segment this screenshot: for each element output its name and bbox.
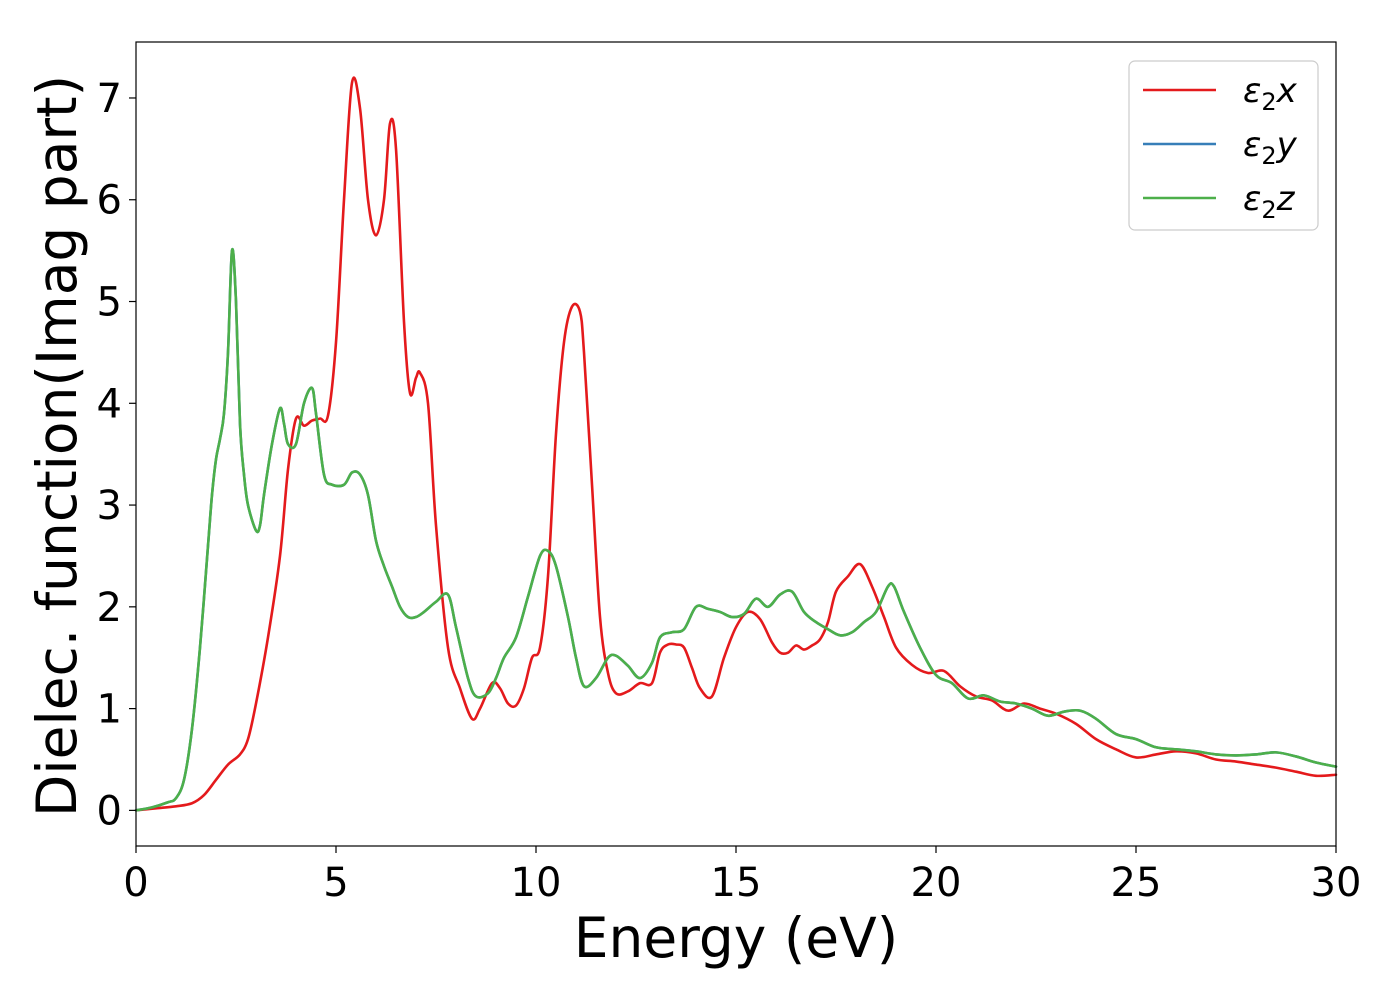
x-tick-label: 30 — [1311, 860, 1362, 906]
series-layer — [134, 76, 1338, 812]
y-axis-title: Dielec. function(Imag part) — [25, 75, 89, 817]
x-tick-label: 10 — [511, 860, 562, 906]
legend-label-z: ε2z — [1243, 179, 1296, 224]
y-tick-label: 3 — [97, 483, 122, 529]
y-tick-label: 6 — [97, 178, 122, 224]
y-tick-label: 5 — [97, 280, 122, 326]
x-axis: 0 5 10 15 20 25 30 — [123, 846, 1361, 906]
legend-frame — [1128, 60, 1319, 231]
x-tick-label: 5 — [323, 860, 348, 906]
x-tick-label: 15 — [711, 860, 762, 906]
series-line-x — [134, 76, 1338, 812]
y-tick-label: 2 — [97, 585, 122, 631]
x-tick-label: 20 — [911, 860, 962, 906]
series-line-z — [134, 247, 1338, 812]
x-axis-title: Energy (eV) — [574, 906, 898, 970]
y-tick-label: 0 — [97, 788, 122, 834]
legend-label-y: ε2y — [1243, 125, 1298, 170]
legend-label-x: ε2x — [1243, 71, 1298, 116]
x-tick-label: 0 — [123, 860, 148, 906]
y-axis: 0 1 2 3 4 5 6 7 — [97, 76, 136, 834]
y-tick-label: 1 — [97, 687, 122, 733]
legend: ε2x ε2y ε2z — [1128, 60, 1319, 231]
x-tick-label: 25 — [1111, 860, 1162, 906]
y-tick-label: 7 — [97, 76, 122, 122]
y-tick-label: 4 — [97, 381, 122, 427]
